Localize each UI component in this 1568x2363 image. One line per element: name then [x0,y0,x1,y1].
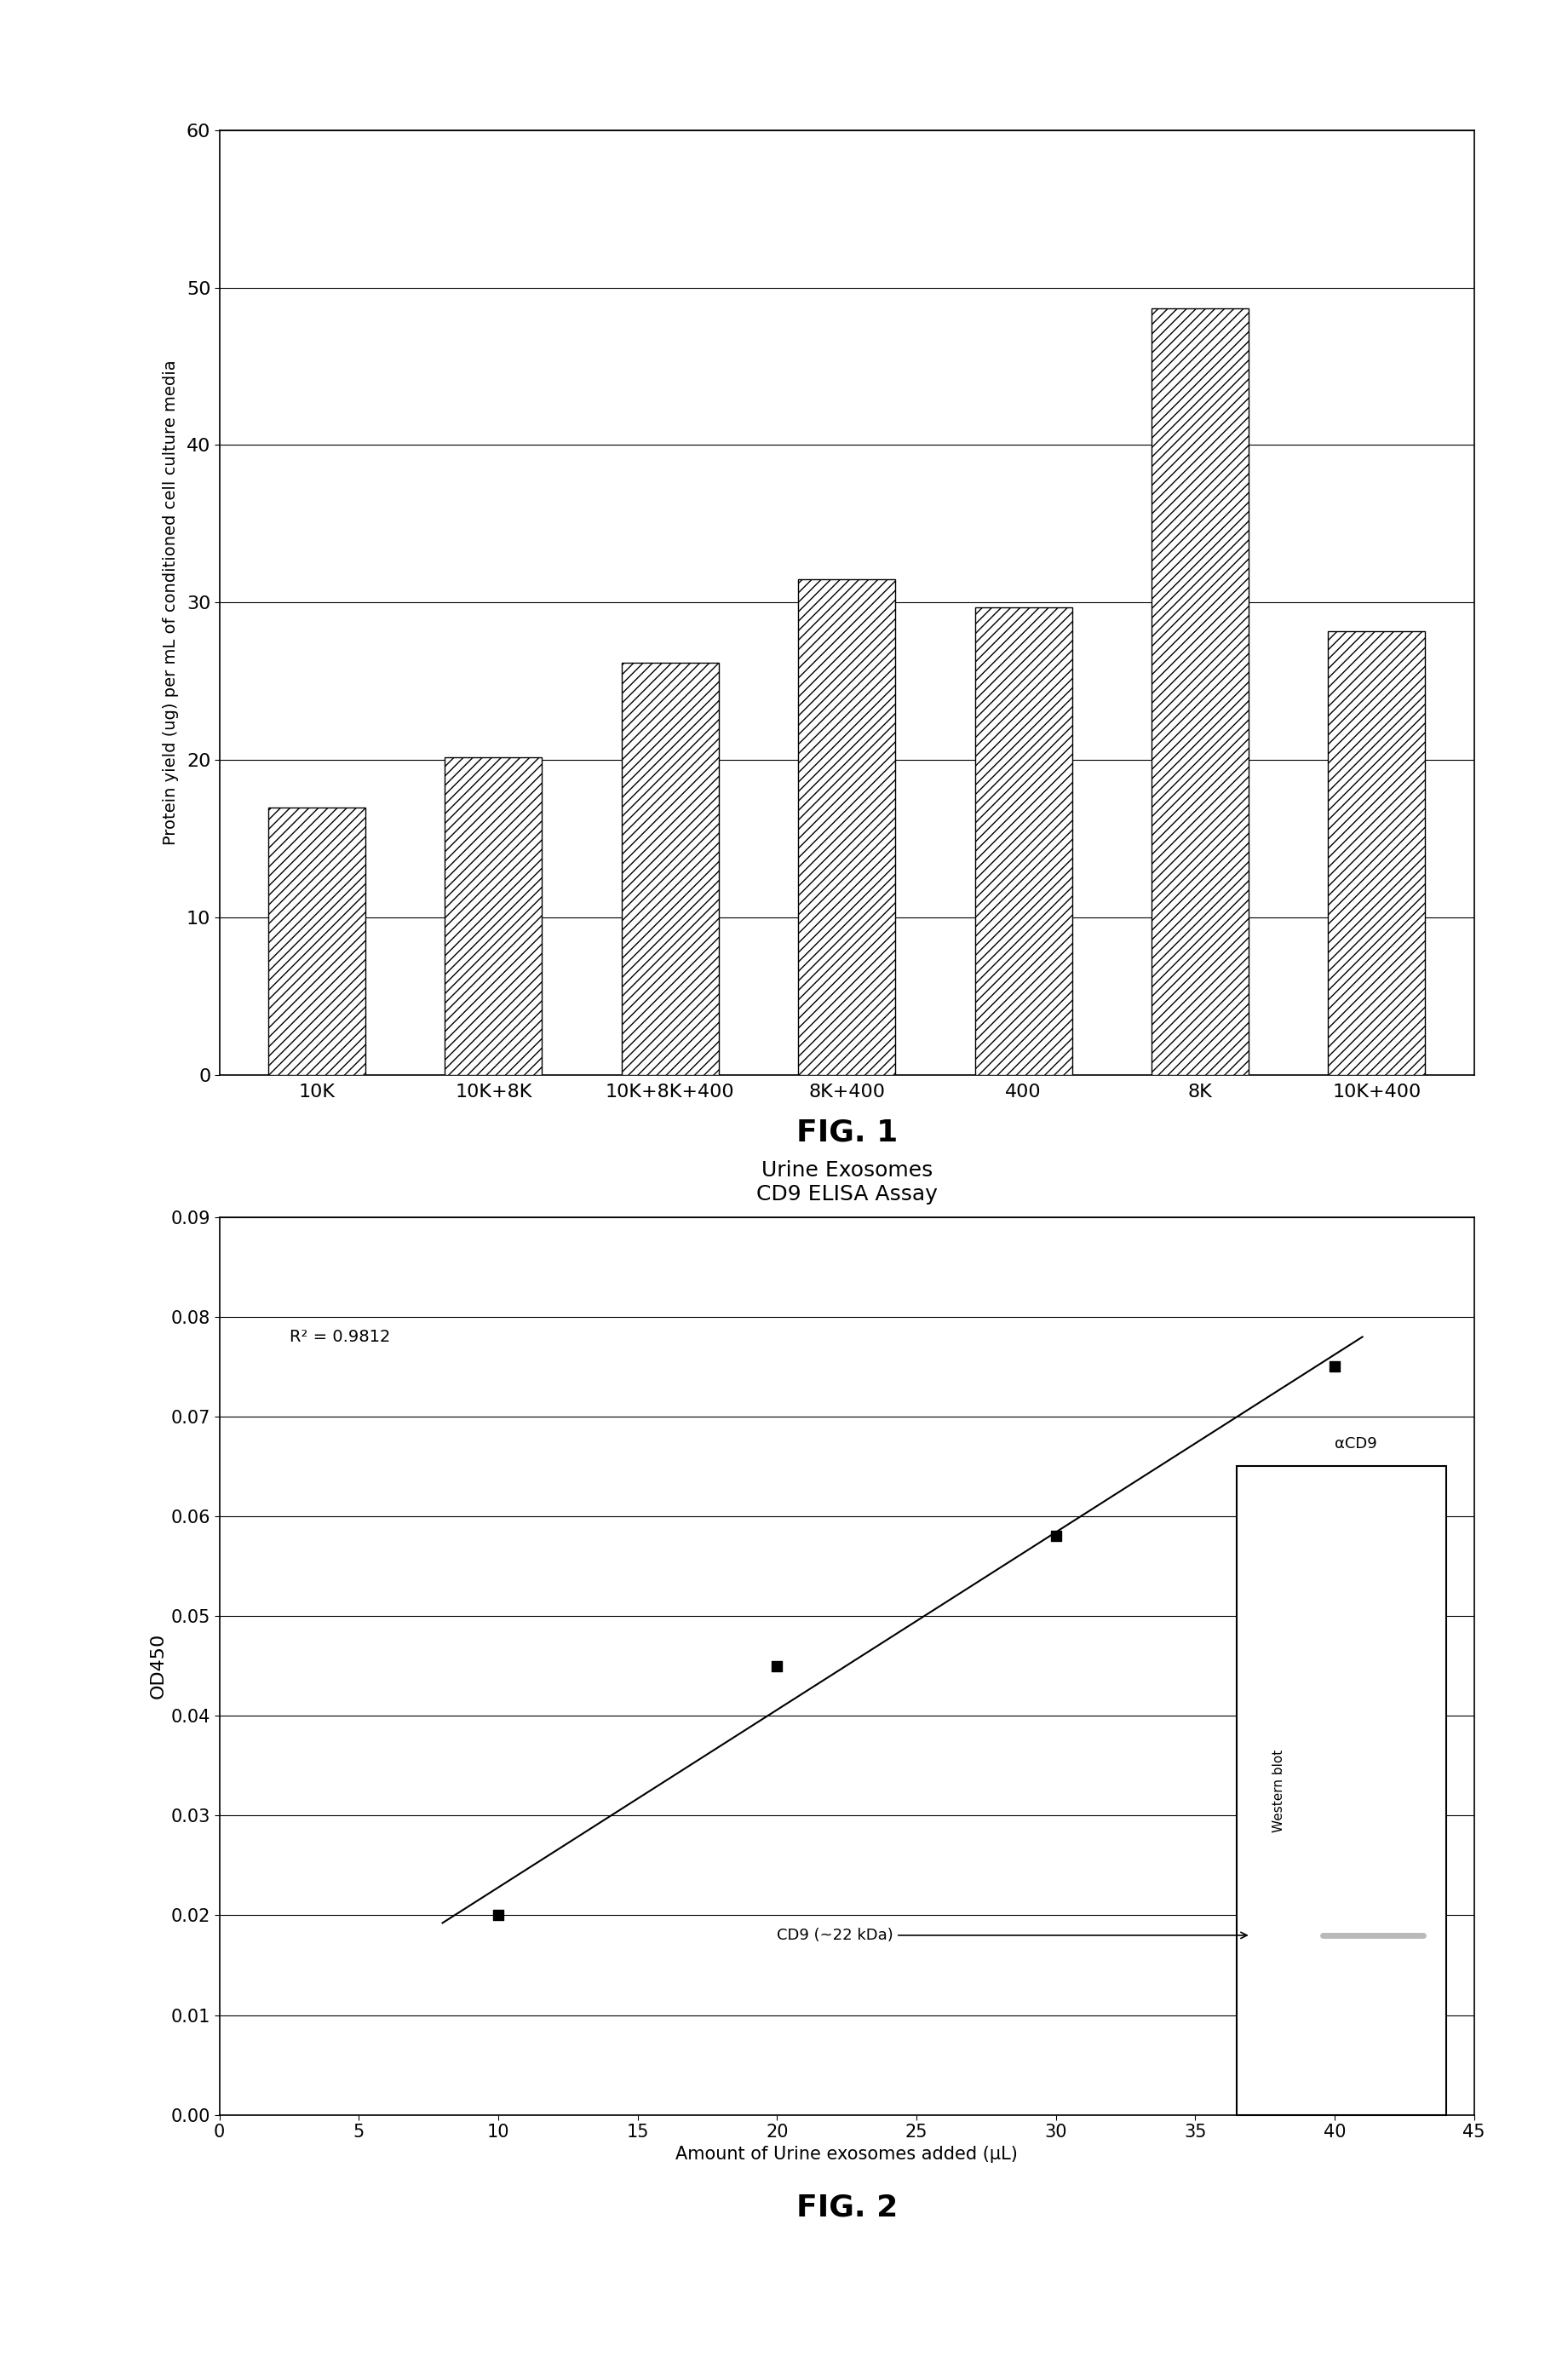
Point [1043,1517,1068,1555]
Bar [268,808,365,1075]
Bar [975,607,1073,1075]
X-axis label: Amount of Urine exosomes added (μL): Amount of Urine exosomes added (μL) [676,2146,1018,2162]
Text: FIG. 2: FIG. 2 [797,2193,897,2221]
Text: FIG. 1: FIG. 1 [797,1118,897,1146]
Y-axis label: OD450: OD450 [149,1633,166,1699]
Bar [1328,631,1425,1075]
Text: αCD9: αCD9 [1334,1437,1377,1451]
Point [486,1897,511,1935]
Bar [798,579,895,1075]
Text: R² = 0.9812: R² = 0.9812 [289,1328,390,1345]
Text: CD9 (~22 kDa): CD9 (~22 kDa) [778,1928,1247,1942]
Bar [1151,307,1248,1075]
Bar [1237,1467,1446,2115]
Bar [445,756,543,1075]
Point [765,1647,790,1685]
Point [1322,1347,1347,1385]
Bar [621,662,718,1075]
Text: Western blot: Western blot [1272,1749,1286,1831]
Title: Urine Exosomes
CD9 ELISA Assay: Urine Exosomes CD9 ELISA Assay [756,1160,938,1205]
Y-axis label: Protein yield (ug) per mL of conditioned cell culture media: Protein yield (ug) per mL of conditioned… [163,359,179,846]
